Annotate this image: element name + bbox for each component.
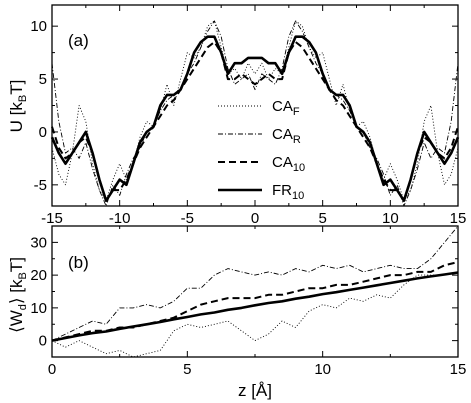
panel-b-series-ca-f bbox=[51, 271, 459, 358]
panel-a-ytick-label: 5 bbox=[39, 71, 47, 88]
panel-b: 0 5 10 15 0 10 20 30 (b) ⟨Wd⟩ [kBT] z [Å] bbox=[7, 225, 467, 400]
panel-a-xtick-label: -5 bbox=[181, 210, 194, 227]
panel-a-ytick-label: -5 bbox=[34, 177, 47, 194]
panel-b-ticks: 0 5 10 15 0 10 20 30 bbox=[30, 225, 467, 378]
panel-a-ylabel: U [kBT] bbox=[7, 80, 29, 133]
panel-b-label: (b) bbox=[68, 253, 89, 272]
panel-a-series-fr-10 bbox=[50, 35, 460, 202]
panel-a-xtick-label: 0 bbox=[251, 210, 259, 227]
panel-b-xlabel: z [Å] bbox=[238, 381, 272, 400]
panel-b-ylabel: ⟨Wd⟩ [kBT] bbox=[7, 257, 29, 333]
panel-b-ytick-label: 10 bbox=[30, 300, 47, 317]
legend-label-ca-10: CA10 bbox=[272, 154, 305, 174]
panel-a-xtick-label: 10 bbox=[382, 210, 399, 227]
legend-label-ca-f: CAF bbox=[272, 98, 300, 118]
panel-a-ytick-label: 0 bbox=[39, 124, 47, 141]
panel-b-series-group bbox=[51, 225, 459, 358]
panel-a-series-ca-r bbox=[51, 20, 459, 207]
panel-a-series-group bbox=[50, 20, 460, 207]
panel-a-label: (a) bbox=[68, 31, 89, 50]
panel-b-series-ca-r bbox=[51, 225, 459, 342]
panel-a-ticks: -15 -10 -5 0 5 10 15 -5 0 5 10 bbox=[30, 5, 466, 227]
panel-a-xtick-label: 5 bbox=[318, 210, 326, 227]
panel-a-xtick-label: -10 bbox=[109, 210, 131, 227]
panel-a-frame bbox=[51, 4, 459, 207]
legend-label-ca-r: CAR bbox=[272, 126, 301, 146]
panel-b-ytick-label: 0 bbox=[39, 333, 47, 350]
legend: CAF CAR CA10 FR10 bbox=[218, 98, 305, 202]
panel-b-ytick-label: 30 bbox=[30, 234, 47, 251]
panel-a-series-ca-10 bbox=[51, 41, 459, 202]
panel-b-xtick-label: 5 bbox=[183, 361, 191, 378]
panel-b-ytick-label: 20 bbox=[30, 267, 47, 284]
panel-b-xtick-label: 0 bbox=[48, 361, 56, 378]
legend-label-fr-10: FR10 bbox=[272, 182, 304, 202]
panel-a-series-ca-f bbox=[51, 20, 459, 202]
panel-b-series-fr-10 bbox=[51, 271, 459, 342]
panel-a-ytick-label: 10 bbox=[30, 18, 47, 35]
panel-b-xtick-label: 10 bbox=[314, 361, 331, 378]
panel-a-xtick-label: 15 bbox=[450, 210, 467, 227]
panel-b-series-ca-10 bbox=[51, 261, 459, 342]
panel-b-xtick-label: 15 bbox=[450, 361, 467, 378]
panel-a-xtick-label: -15 bbox=[41, 210, 63, 227]
